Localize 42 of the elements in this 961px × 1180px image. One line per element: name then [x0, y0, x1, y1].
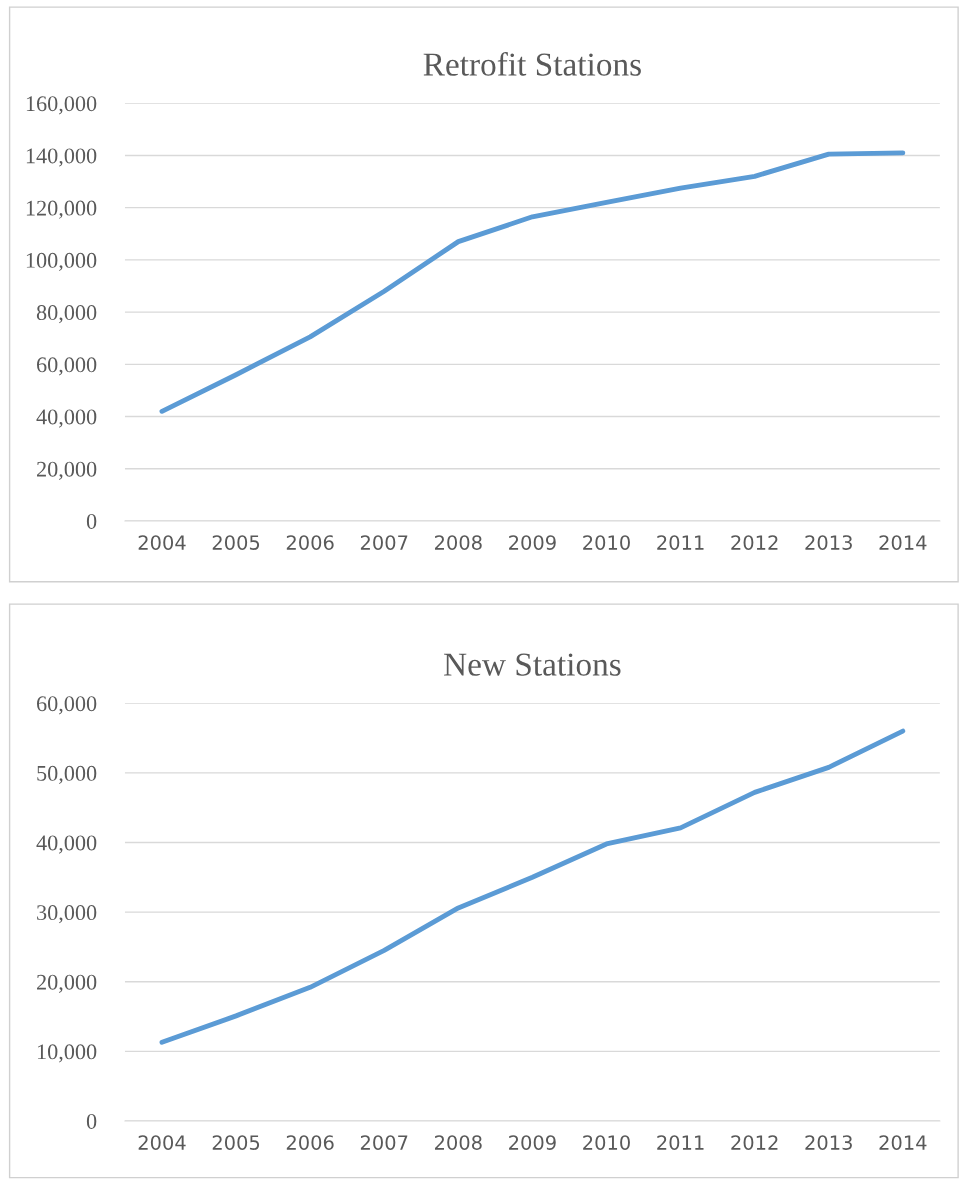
- x-tick-label: 2012: [731, 1135, 778, 1150]
- x-tick-label: 2012: [731, 535, 778, 550]
- x-tick-label: 2014: [879, 535, 927, 550]
- y-tick-label: 10,000: [38, 1044, 97, 1063]
- y-tick-label: 50,000: [37, 765, 97, 785]
- y-tick-label: 120,000: [26, 200, 97, 219]
- x-tick-label: 2008: [434, 535, 482, 550]
- y-tick-label: 100,000: [26, 252, 97, 272]
- y-tick-label: 40,000: [36, 409, 97, 428]
- x-tick-label: 2009: [509, 535, 556, 550]
- x-tick-label: 2005: [212, 535, 260, 550]
- x-tick-label: 2006: [286, 1135, 334, 1150]
- y-tick-label: 80,000: [36, 305, 97, 324]
- y-tick-label: 140,000: [26, 148, 97, 167]
- x-tick-label: 2007: [360, 535, 408, 550]
- line-series: [159, 728, 906, 1045]
- line-series: [159, 150, 906, 414]
- y-tick-label: 0: [86, 1113, 97, 1129]
- x-tick-label: 2014: [879, 1135, 927, 1150]
- x-tick-label: 2011: [657, 1135, 704, 1150]
- y-tick-label: 30,000: [37, 905, 97, 924]
- x-tick-label: 2008: [434, 1135, 482, 1150]
- x-tick-label: 2007: [360, 1135, 408, 1150]
- x-tick-label: 2010: [583, 535, 630, 550]
- x-tick-label: 2010: [583, 1135, 630, 1150]
- x-tick-label: 2005: [212, 1135, 260, 1150]
- y-tick-label: 60,000: [37, 357, 97, 376]
- y-tick-label: 60,000: [37, 696, 97, 715]
- x-tick-label: 2011: [657, 535, 704, 550]
- chart-title: Retrofit Stations: [423, 52, 641, 76]
- x-tick-label: 2006: [286, 535, 334, 550]
- y-tick-label: 20,000: [37, 461, 97, 480]
- x-tick-label: 2004: [138, 535, 186, 550]
- x-tick-label: 2009: [509, 1135, 556, 1150]
- y-tick-label: 0: [86, 513, 97, 529]
- y-tick-label: 20,000: [37, 974, 97, 993]
- chart-title: New Stations: [444, 653, 621, 676]
- x-tick-label: 2013: [805, 535, 852, 550]
- x-tick-label: 2013: [805, 1135, 852, 1150]
- x-tick-label: 2004: [138, 1135, 186, 1150]
- y-tick-label: 40,000: [36, 835, 97, 854]
- y-tick-label: 160,000: [26, 96, 97, 115]
